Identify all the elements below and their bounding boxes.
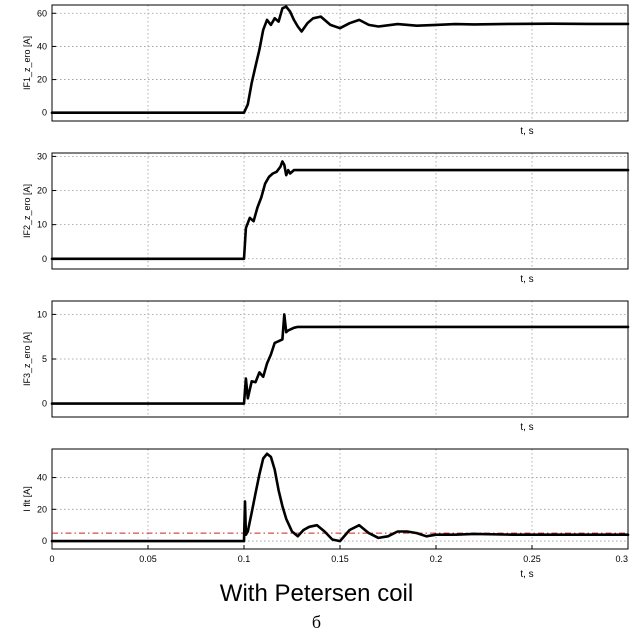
y-tick-label: 0	[42, 399, 47, 409]
x-tick-label: 0.3	[615, 554, 628, 564]
axes-frame	[51, 4, 629, 122]
figure-caption: With Petersen coil	[219, 580, 414, 607]
y-tick-label: 60	[37, 8, 47, 18]
y-axis-label: IF1_z_ero [A]	[22, 36, 32, 90]
y-tick-label: 30	[37, 151, 47, 161]
chart-panel-3: 0 5 10 IF3_z_ero [A] t, s	[22, 300, 630, 433]
y-tick-label: 20	[37, 75, 47, 85]
y-axis-label: IF3_z_ero [A]	[22, 332, 32, 386]
y-tick-label: 0	[42, 254, 47, 264]
chart-panel-2: 0 10 20 30 IF2_z_ero [A] t, s	[22, 151, 630, 285]
x-tick-label: 0.05	[139, 554, 157, 564]
current-trace	[50, 160, 630, 261]
x-tick-label: 0	[49, 554, 54, 564]
y-tick-label: 40	[37, 473, 47, 483]
current-trace	[50, 452, 630, 543]
x-tick-label: 0.25	[523, 554, 541, 564]
y-tick-label: 10	[37, 220, 47, 230]
y-tick-label: 5	[42, 354, 47, 364]
x-axis-label: t, s	[520, 126, 533, 137]
x-axis-label: t, s	[520, 422, 533, 433]
chart-panel-4: 0 20 40 I flt [A] 0 0.05 0.1 0.15 0.2 0.25 0.3 t, s	[22, 448, 630, 580]
x-tick-label: 0.15	[331, 554, 349, 564]
y-tick-label: 10	[37, 309, 47, 319]
y-tick-label: 0	[42, 108, 47, 118]
y-tick-label: 20	[37, 186, 47, 196]
y-tick-label: 40	[37, 41, 47, 51]
y-tick-label: 20	[37, 504, 47, 514]
chart-panel-1: 0 20 40 60 IF1_z_ero [A] t, s	[22, 4, 630, 137]
x-tick-label: 0.2	[430, 554, 443, 564]
x-axis-label: t, s	[520, 274, 533, 285]
x-axis-label: t, s	[520, 569, 533, 580]
y-tick-label: 0	[42, 536, 47, 546]
y-axis-label: I flt [A]	[22, 486, 32, 512]
x-tick-label: 0.1	[238, 554, 251, 564]
axes-frame	[51, 152, 629, 270]
figure-sub-caption: б	[311, 612, 322, 632]
current-trace	[50, 5, 630, 114]
current-trace	[50, 313, 630, 405]
y-axis-label: IF2_z_ero [A]	[22, 184, 32, 238]
